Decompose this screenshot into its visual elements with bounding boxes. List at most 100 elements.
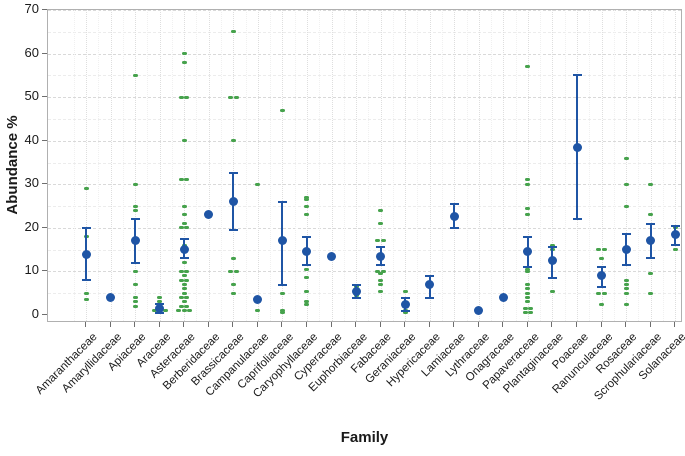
ci-cap-bottom <box>523 266 533 269</box>
data-point <box>132 283 138 286</box>
data-point <box>228 269 234 273</box>
y-tick-label: 50 <box>24 88 39 104</box>
x-tick-mark <box>85 322 86 327</box>
y-tick-label: 10 <box>24 262 39 278</box>
x-tick-mark <box>502 322 504 327</box>
data-point <box>304 300 310 304</box>
mean-dot <box>547 256 557 266</box>
data-point <box>623 278 629 282</box>
mean-dot <box>351 286 361 296</box>
data-point <box>132 296 138 300</box>
x-tick-mark <box>453 322 455 327</box>
category-minor-gridline <box>589 10 591 321</box>
ci-cap-top <box>523 235 533 238</box>
category-gridline <box>650 10 652 321</box>
mean-dot <box>621 245 631 255</box>
x-tick-mark <box>330 322 332 327</box>
mean-dot <box>253 295 263 305</box>
ci-cap-top <box>130 218 140 221</box>
data-point <box>184 296 190 300</box>
x-tick-mark <box>109 322 111 327</box>
major-gridline <box>48 53 681 55</box>
data-point <box>132 73 138 77</box>
category-minor-gridline <box>196 10 198 321</box>
data-point <box>178 278 184 282</box>
data-point <box>522 311 528 315</box>
ci-cap-top <box>670 224 680 227</box>
data-point <box>181 274 187 278</box>
data-point <box>528 311 534 315</box>
data-point <box>528 306 534 310</box>
data-point <box>181 222 187 225</box>
category-minor-gridline <box>417 10 419 321</box>
major-gridline <box>48 271 681 273</box>
x-tick-mark <box>404 322 406 327</box>
data-point <box>648 182 654 186</box>
mean-dot <box>498 293 508 303</box>
data-point <box>184 226 190 230</box>
category-minor-gridline <box>343 10 345 321</box>
data-point <box>184 178 190 182</box>
data-point <box>279 311 285 315</box>
data-point <box>181 309 187 313</box>
data-point <box>304 276 310 280</box>
data-point <box>83 187 89 191</box>
ci-cap-top <box>449 202 459 205</box>
data-point <box>132 182 138 186</box>
data-point <box>132 269 138 273</box>
category-gridline <box>306 10 308 321</box>
data-point <box>378 289 384 293</box>
data-point <box>525 182 531 186</box>
category-minor-gridline <box>368 10 370 321</box>
data-point <box>184 95 190 99</box>
ci-cap-bottom <box>277 283 287 286</box>
x-tick-mark <box>477 322 479 327</box>
category-gridline <box>282 10 284 321</box>
data-point <box>525 283 531 286</box>
category-gridline <box>86 10 87 321</box>
data-point <box>378 208 384 212</box>
data-point <box>525 178 531 182</box>
x-tick-mark <box>576 322 577 327</box>
data-point <box>187 309 193 313</box>
data-point <box>623 156 629 160</box>
data-point <box>157 296 163 300</box>
plot-area <box>47 9 682 322</box>
category-minor-gridline <box>319 10 321 321</box>
category-gridline <box>527 10 529 321</box>
data-point <box>378 272 384 276</box>
data-point <box>601 291 607 295</box>
category-gridline <box>675 10 677 321</box>
data-point <box>181 204 187 208</box>
data-point <box>378 283 384 286</box>
category-minor-gridline <box>564 10 566 321</box>
mean-dot <box>327 251 336 261</box>
data-point <box>178 296 184 300</box>
category-minor-gridline <box>221 10 223 321</box>
ci-cap-top <box>179 237 189 240</box>
category-minor-gridline <box>662 10 664 321</box>
ci-cap-bottom <box>572 218 582 221</box>
data-point <box>601 248 607 252</box>
data-point <box>402 289 408 293</box>
y-tick-label: 60 <box>24 44 39 60</box>
x-tick-mark <box>281 322 283 327</box>
minor-gridline <box>48 75 681 77</box>
ci-cap-bottom <box>81 279 91 282</box>
mean-dot <box>228 197 238 207</box>
ci-cap-top <box>547 246 557 249</box>
mean-dot <box>130 236 140 246</box>
data-point <box>230 291 236 295</box>
category-minor-gridline <box>98 10 100 321</box>
y-tick-mark <box>42 96 47 98</box>
major-gridline <box>48 227 681 229</box>
ci-cap-bottom <box>646 257 656 260</box>
minor-gridline <box>48 249 681 251</box>
mean-dot <box>204 210 214 220</box>
y-tick-label: 30 <box>24 175 39 191</box>
data-point <box>279 309 285 313</box>
ci-cap-top <box>376 246 386 249</box>
category-gridline <box>478 10 480 321</box>
y-tick-label: 0 <box>31 306 39 321</box>
x-tick-mark <box>674 322 676 327</box>
